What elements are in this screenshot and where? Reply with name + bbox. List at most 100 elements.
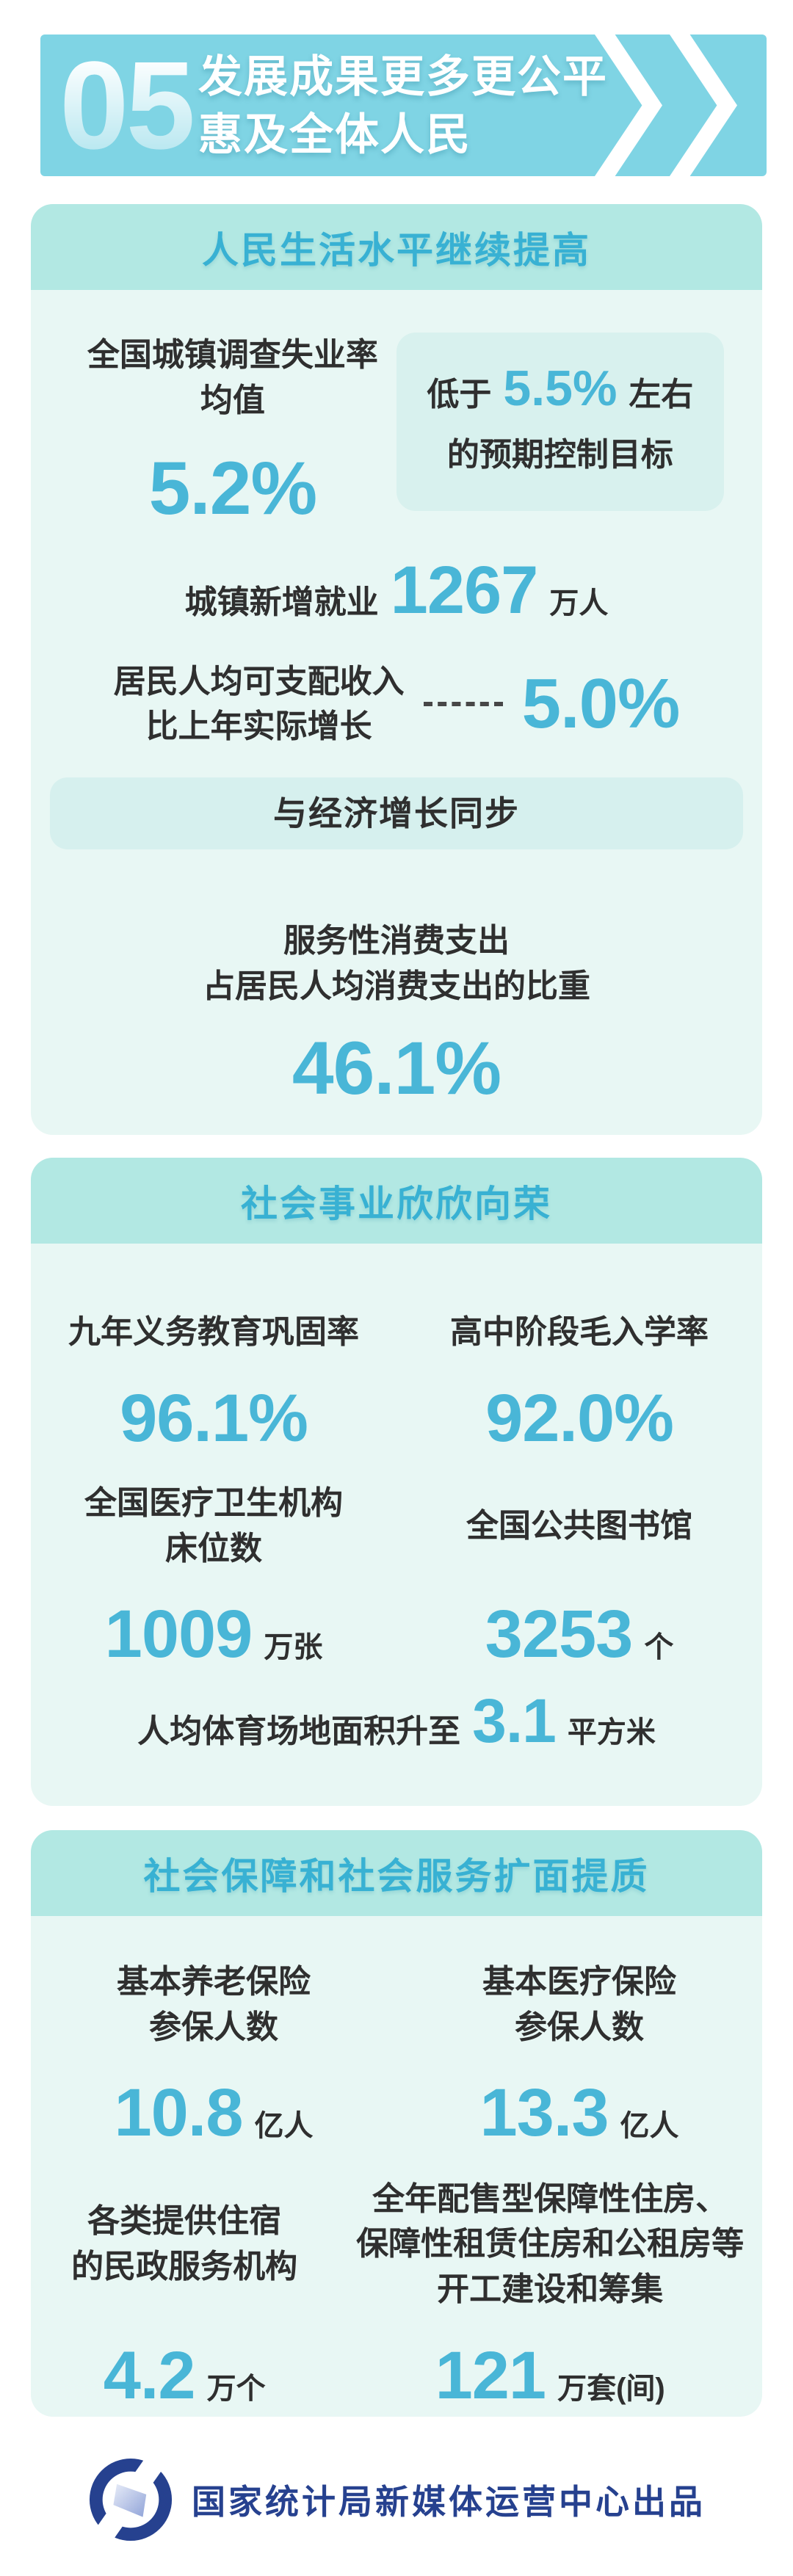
stat-service-consumption: 服务性消费支出 占居民人均消费支出的比重 46.1%	[31, 918, 762, 1106]
stat-label: 居民人均可支配收入 比上年实际增长	[114, 659, 405, 750]
stat-label: 服务性消费支出 占居民人均消费支出的比重	[31, 918, 762, 1009]
stat-pension-insurance: 基本养老保险 参保人数 10.8 亿人	[31, 1959, 396, 2147]
stat-number: 3253	[485, 1597, 634, 1672]
stat-new-urban-jobs: 城镇新增就业 1267 万人	[31, 556, 762, 625]
sync-with-economy-band: 与经济增长同步	[50, 777, 743, 849]
stat-label: 基本养老保险 参保人数	[31, 1959, 396, 2051]
chevron-right-icon	[670, 35, 737, 176]
stat-number: 1267	[390, 553, 539, 628]
stat-sports-area: 人均体育场地面积升至 3.1 平方米	[31, 1690, 762, 1755]
stat-label-line1: 基本医疗保险	[482, 1964, 676, 2000]
footer-credit-bar: 国家统计局新媒体运营中心出品	[0, 2456, 793, 2543]
sync-band-text: 与经济增长同步	[273, 794, 520, 832]
stat-unit: 亿人	[620, 2110, 679, 2142]
section-title: 社会保障和社会服务扩面提质	[143, 1855, 650, 1897]
stat-label: 各类提供住宿 的民政服务机构	[31, 2174, 338, 2314]
stat-label: 全国城镇调查失业率 均值	[69, 333, 396, 423]
stat-label-line1: 基本养老保险	[117, 1964, 311, 2000]
target-number: 5.5%	[503, 360, 618, 416]
housing-services-stats-row: 各类提供住宿 的民政服务机构 4.2 万个 全年配售型保障性住房、 保障性租赁住…	[31, 2174, 762, 2409]
stat-label-line1: 全年配售型保障性住房、	[372, 2180, 728, 2217]
stat-affordable-housing: 全年配售型保障性住房、 保障性租赁住房和公租房等 开工建设和筹集 121 万套(…	[338, 2174, 762, 2409]
insurance-stats-row: 基本养老保险 参保人数 10.8 亿人 基本医疗保险 参保人数 13.3 亿人	[31, 1959, 762, 2147]
target-line1: 低于 5.5% 左右	[408, 363, 712, 418]
stat-label: 九年义务教育巩固率	[31, 1308, 396, 1357]
stat-high-school-enrollment: 高中阶段毛入学率 92.0%	[396, 1308, 762, 1452]
section-card-social-undertakings: 社会事业欣欣向荣 九年义务教育巩固率 96.1% 高中阶段毛入学率 92.0% …	[31, 1158, 762, 1806]
health-culture-stats-row: 全国医疗卫生机构 床位数 1009 万张 全国公共图书馆 3253 个	[31, 1480, 762, 1668]
footer-credit-text: 国家统计局新媒体运营中心出品	[192, 2484, 706, 2521]
stat-unit: 万个	[206, 2373, 266, 2405]
stat-label-line1: 全国医疗卫生机构	[84, 1485, 343, 1522]
stat-label-line2: 占居民人均消费支出的比重	[203, 968, 590, 1004]
stat-label-line1: 九年义务教育巩固率	[68, 1314, 359, 1351]
stat-value: 13.3 亿人	[396, 2079, 762, 2147]
stat-number: 46.1%	[292, 1026, 501, 1111]
stat-label: 高中阶段毛入学率	[396, 1308, 762, 1357]
target-line2: 的预期控制目标	[446, 436, 673, 473]
stat-value: 1009 万张	[31, 1600, 396, 1668]
target-prefix: 低于	[427, 377, 492, 413]
section-header-living: 人民生活水平继续提高	[31, 204, 762, 290]
stat-label-line1: 全国公共图书馆	[466, 1508, 692, 1545]
page-title-line2: 惠及全体人民	[198, 109, 471, 159]
dotted-connector	[423, 702, 503, 707]
stat-unit: 万张	[264, 1631, 323, 1663]
stat-unit: 亿人	[254, 2110, 314, 2142]
stat-value: 3253 个	[396, 1600, 762, 1668]
stat-number: 92.0%	[485, 1381, 674, 1456]
nbs-logo	[87, 2456, 173, 2543]
stat-public-libraries: 全国公共图书馆 3253 个	[396, 1480, 762, 1668]
stat-number: 1009	[104, 1597, 253, 1672]
stat-label: 全国公共图书馆	[396, 1480, 762, 1572]
stat-label-line2: 保障性租赁住房和公租房等	[356, 2226, 745, 2263]
stat-unemployment-rate: 全国城镇调查失业率 均值 5.2%	[69, 333, 396, 526]
stat-label-line2: 均值	[200, 382, 265, 418]
section-number-badge: 05	[59, 35, 195, 175]
stat-label-line2: 的民政服务机构	[71, 2249, 298, 2285]
stat-number: 4.2	[103, 2338, 196, 2413]
section-header-social: 社会事业欣欣向荣	[31, 1158, 762, 1244]
section-title: 人民生活水平继续提高	[202, 229, 591, 271]
double-chevron-right-icon	[595, 35, 737, 176]
chevron-right-icon	[595, 35, 662, 176]
stat-label: 全年配售型保障性住房、 保障性租赁住房和公租房等 开工建设和筹集	[338, 2174, 762, 2314]
stat-disposable-income: 居民人均可支配收入 比上年实际增长 5.0%	[31, 659, 762, 750]
target-note-box: 低于 5.5% 左右 的预期控制目标	[396, 333, 724, 512]
stat-label-line1: 居民人均可支配收入	[113, 663, 405, 700]
stat-label: 城镇新增就业	[184, 584, 379, 621]
stat-label-line3: 开工建设和筹集	[437, 2271, 664, 2307]
education-stats-row: 九年义务教育巩固率 96.1% 高中阶段毛入学率 92.0%	[31, 1308, 762, 1452]
stat-hospital-beds: 全国医疗卫生机构 床位数 1009 万张	[31, 1480, 396, 1668]
stat-unit: 个	[644, 1631, 674, 1663]
stat-civil-affairs-institutions: 各类提供住宿 的民政服务机构 4.2 万个	[31, 2174, 338, 2409]
page-header-banner: 05 发展成果更多更公平 惠及全体人民	[40, 35, 767, 176]
stat-number: 5.2%	[148, 446, 317, 531]
stat-unit: 万人	[549, 587, 609, 620]
section-card-living-standards: 人民生活水平继续提高 全国城镇调查失业率 均值 5.2% 低于 5.5% 左右 …	[31, 204, 762, 1135]
stat-value: 4.2 万个	[31, 2342, 338, 2409]
stat-value: 10.8 亿人	[31, 2079, 396, 2147]
stat-number: 96.1%	[120, 1381, 308, 1456]
stat-value: 121 万套(间)	[338, 2342, 762, 2409]
stat-number: 121	[435, 2338, 546, 2413]
stat-label: 人均体育场地面积升至	[137, 1713, 461, 1749]
stat-label-line1: 各类提供住宿	[87, 2203, 282, 2240]
stat-number: 5.0%	[521, 664, 681, 744]
target-suffix: 左右	[629, 377, 694, 413]
stat-unit: 平方米	[567, 1716, 656, 1749]
stat-number: 13.3	[479, 2075, 609, 2150]
stat-number: 3.1	[472, 1686, 557, 1755]
stat-number: 10.8	[114, 2075, 243, 2150]
stat-label-line2: 参保人数	[149, 2009, 278, 2045]
stat-label-line2: 比上年实际增长	[145, 708, 372, 745]
stat-label: 基本医疗保险 参保人数	[396, 1959, 762, 2051]
section-header-welfare: 社会保障和社会服务扩面提质	[31, 1830, 762, 1916]
section-title: 社会事业欣欣向荣	[241, 1183, 552, 1224]
stat-nine-year-education: 九年义务教育巩固率 96.1%	[31, 1308, 396, 1452]
stat-label-line1: 高中阶段毛入学率	[450, 1314, 709, 1351]
stat-label-line2: 床位数	[165, 1531, 262, 1567]
unemployment-row: 全国城镇调查失业率 均值 5.2% 低于 5.5% 左右 的预期控制目标	[31, 333, 762, 526]
stat-label-line2: 参保人数	[515, 2009, 644, 2045]
stat-label-line1: 全国城镇调查失业率	[87, 337, 378, 373]
